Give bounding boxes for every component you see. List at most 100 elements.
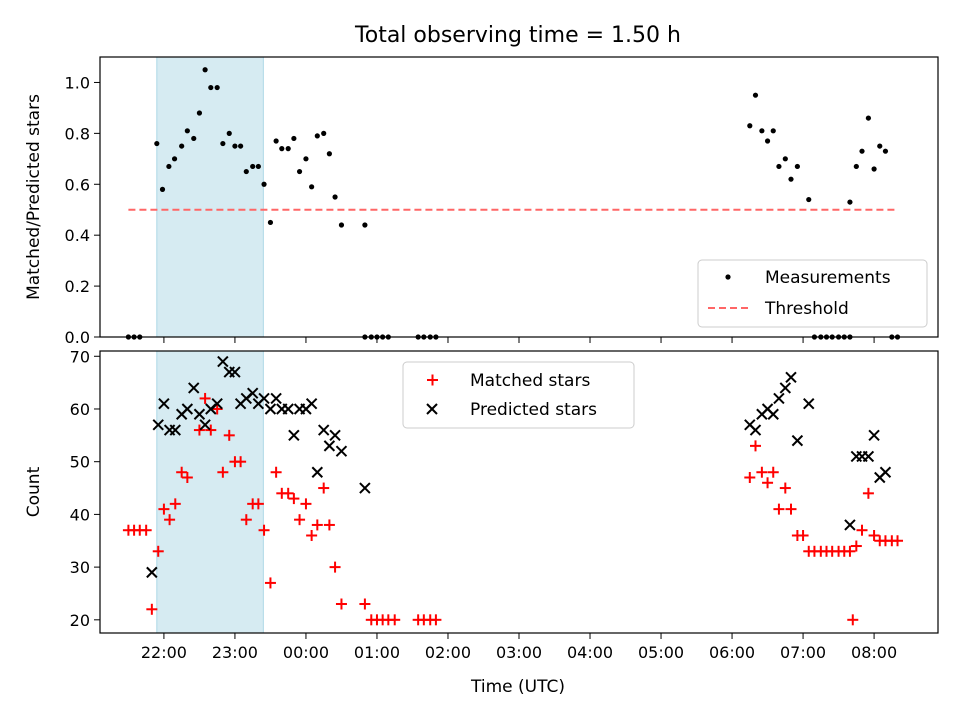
predicted-star-point (749, 424, 762, 436)
measurement-point (764, 138, 771, 144)
predicted-star-marker-b (749, 424, 762, 436)
predicted-star-marker-b (862, 450, 875, 463)
measurement-point (332, 194, 338, 200)
measurement-point (202, 67, 208, 73)
predicted-star-marker-b (761, 403, 774, 415)
y-tick-label: 30 (70, 558, 90, 577)
predicted-star-marker-b (329, 429, 341, 442)
predicted-star-point (323, 440, 336, 452)
x-tick-label: 08:00 (851, 643, 897, 662)
y-tick-label: 40 (70, 505, 90, 524)
measurement-point (794, 163, 800, 170)
measurement-point (171, 156, 178, 162)
measurement-point (877, 143, 883, 149)
predicted-star-point (844, 519, 856, 531)
matched-star-point (300, 498, 312, 510)
predicted-star-point (146, 566, 158, 579)
matched-star-point (797, 529, 809, 541)
matched-star-point (767, 466, 779, 478)
matched-star-point (158, 503, 170, 515)
predicted-star-point (217, 355, 229, 368)
measurement-point (191, 135, 197, 142)
predicted-star-marker-b (217, 355, 229, 368)
predicted-star-marker-b (193, 408, 206, 420)
predicted-star-marker-b (844, 519, 856, 531)
predicted-star-point (152, 419, 164, 431)
matched-star-point (856, 524, 868, 536)
matched-star-point (282, 487, 294, 499)
predicted-star-marker-b (803, 398, 815, 410)
matched-star-point (164, 514, 176, 526)
predicted-star-point (791, 434, 804, 447)
predicted-star-point (317, 424, 330, 436)
predicted-star-point (785, 371, 797, 384)
predicted-star-point (288, 429, 300, 442)
measurement-point (782, 156, 788, 162)
predicted-star-point (246, 387, 259, 399)
measurement-point (250, 163, 256, 170)
matched-star-point (318, 482, 330, 494)
panel-ratio: 0.0 0.2 0.4 0.6 0.8 1.0 Matched/Predicted star… (24, 56, 939, 347)
matched-star-point (181, 472, 193, 484)
measurement-point (752, 92, 759, 98)
measurement-point (273, 138, 279, 144)
matched-star-point (264, 577, 276, 589)
x-tick-label: 02:00 (425, 643, 471, 662)
y-axis-label: Count (24, 466, 44, 517)
matched-star-point (749, 440, 761, 452)
measurement-point (154, 140, 160, 147)
matched-star-point (288, 493, 300, 505)
x-tick-label: 06:00 (709, 643, 755, 662)
matched-star-point (176, 466, 188, 478)
measurement-point (184, 128, 190, 134)
y-tick-label: 0.2 (65, 277, 90, 296)
matched-star-point (785, 503, 797, 515)
measurement-point (309, 184, 315, 190)
predicted-star-marker-b (146, 566, 158, 579)
matched-star-point (892, 535, 904, 547)
matched-star-point (862, 487, 874, 499)
predicted-star-point (773, 392, 785, 405)
measurement-point (303, 156, 309, 162)
matched-star-point (211, 403, 223, 415)
measurement-point (338, 222, 345, 228)
y-tick-label: 0.8 (65, 124, 90, 143)
matched-star-point (146, 603, 158, 615)
predicted-star-point (264, 403, 277, 415)
predicted-star-point (767, 408, 779, 420)
predicted-star-marker-b (791, 434, 804, 447)
measurement-point (285, 146, 291, 152)
predicted-star-marker-b (779, 382, 792, 394)
measurement-point (788, 176, 794, 182)
matched-star-point (311, 519, 323, 531)
y-tick-label: 0.4 (65, 226, 90, 245)
predicted-star-marker-b (305, 398, 318, 410)
predicted-star-marker-b (199, 419, 211, 431)
predicted-star-marker-b (288, 429, 300, 442)
legend-label-matched: Matched stars (470, 371, 590, 391)
matched-star-point (205, 424, 217, 436)
predicted-star-marker-b (335, 445, 348, 457)
predicted-star-marker-b (744, 419, 756, 431)
predicted-star-marker-b (211, 398, 223, 410)
predicted-star-point (169, 424, 181, 436)
matched-star-point (430, 614, 442, 626)
predicted-star-marker-b (868, 429, 880, 442)
matched-star-point (844, 545, 856, 557)
predicted-star-marker-b (773, 392, 785, 405)
measurement-point (226, 130, 232, 136)
measurement-point (220, 140, 226, 147)
matched-star-point (850, 540, 862, 552)
measurement-point (759, 128, 765, 134)
predicted-star-marker-b (317, 424, 330, 436)
predicted-star-point (229, 366, 241, 378)
predicted-star-point (193, 408, 206, 420)
predicted-star-marker-b (323, 440, 336, 452)
measurement-point (326, 151, 332, 157)
x-tick-label: 22:00 (141, 643, 187, 662)
predicted-star-marker-b (785, 371, 797, 384)
predicted-star-point (305, 398, 318, 410)
matched-star-point (258, 524, 270, 536)
predicted-star-marker-b (229, 366, 241, 378)
